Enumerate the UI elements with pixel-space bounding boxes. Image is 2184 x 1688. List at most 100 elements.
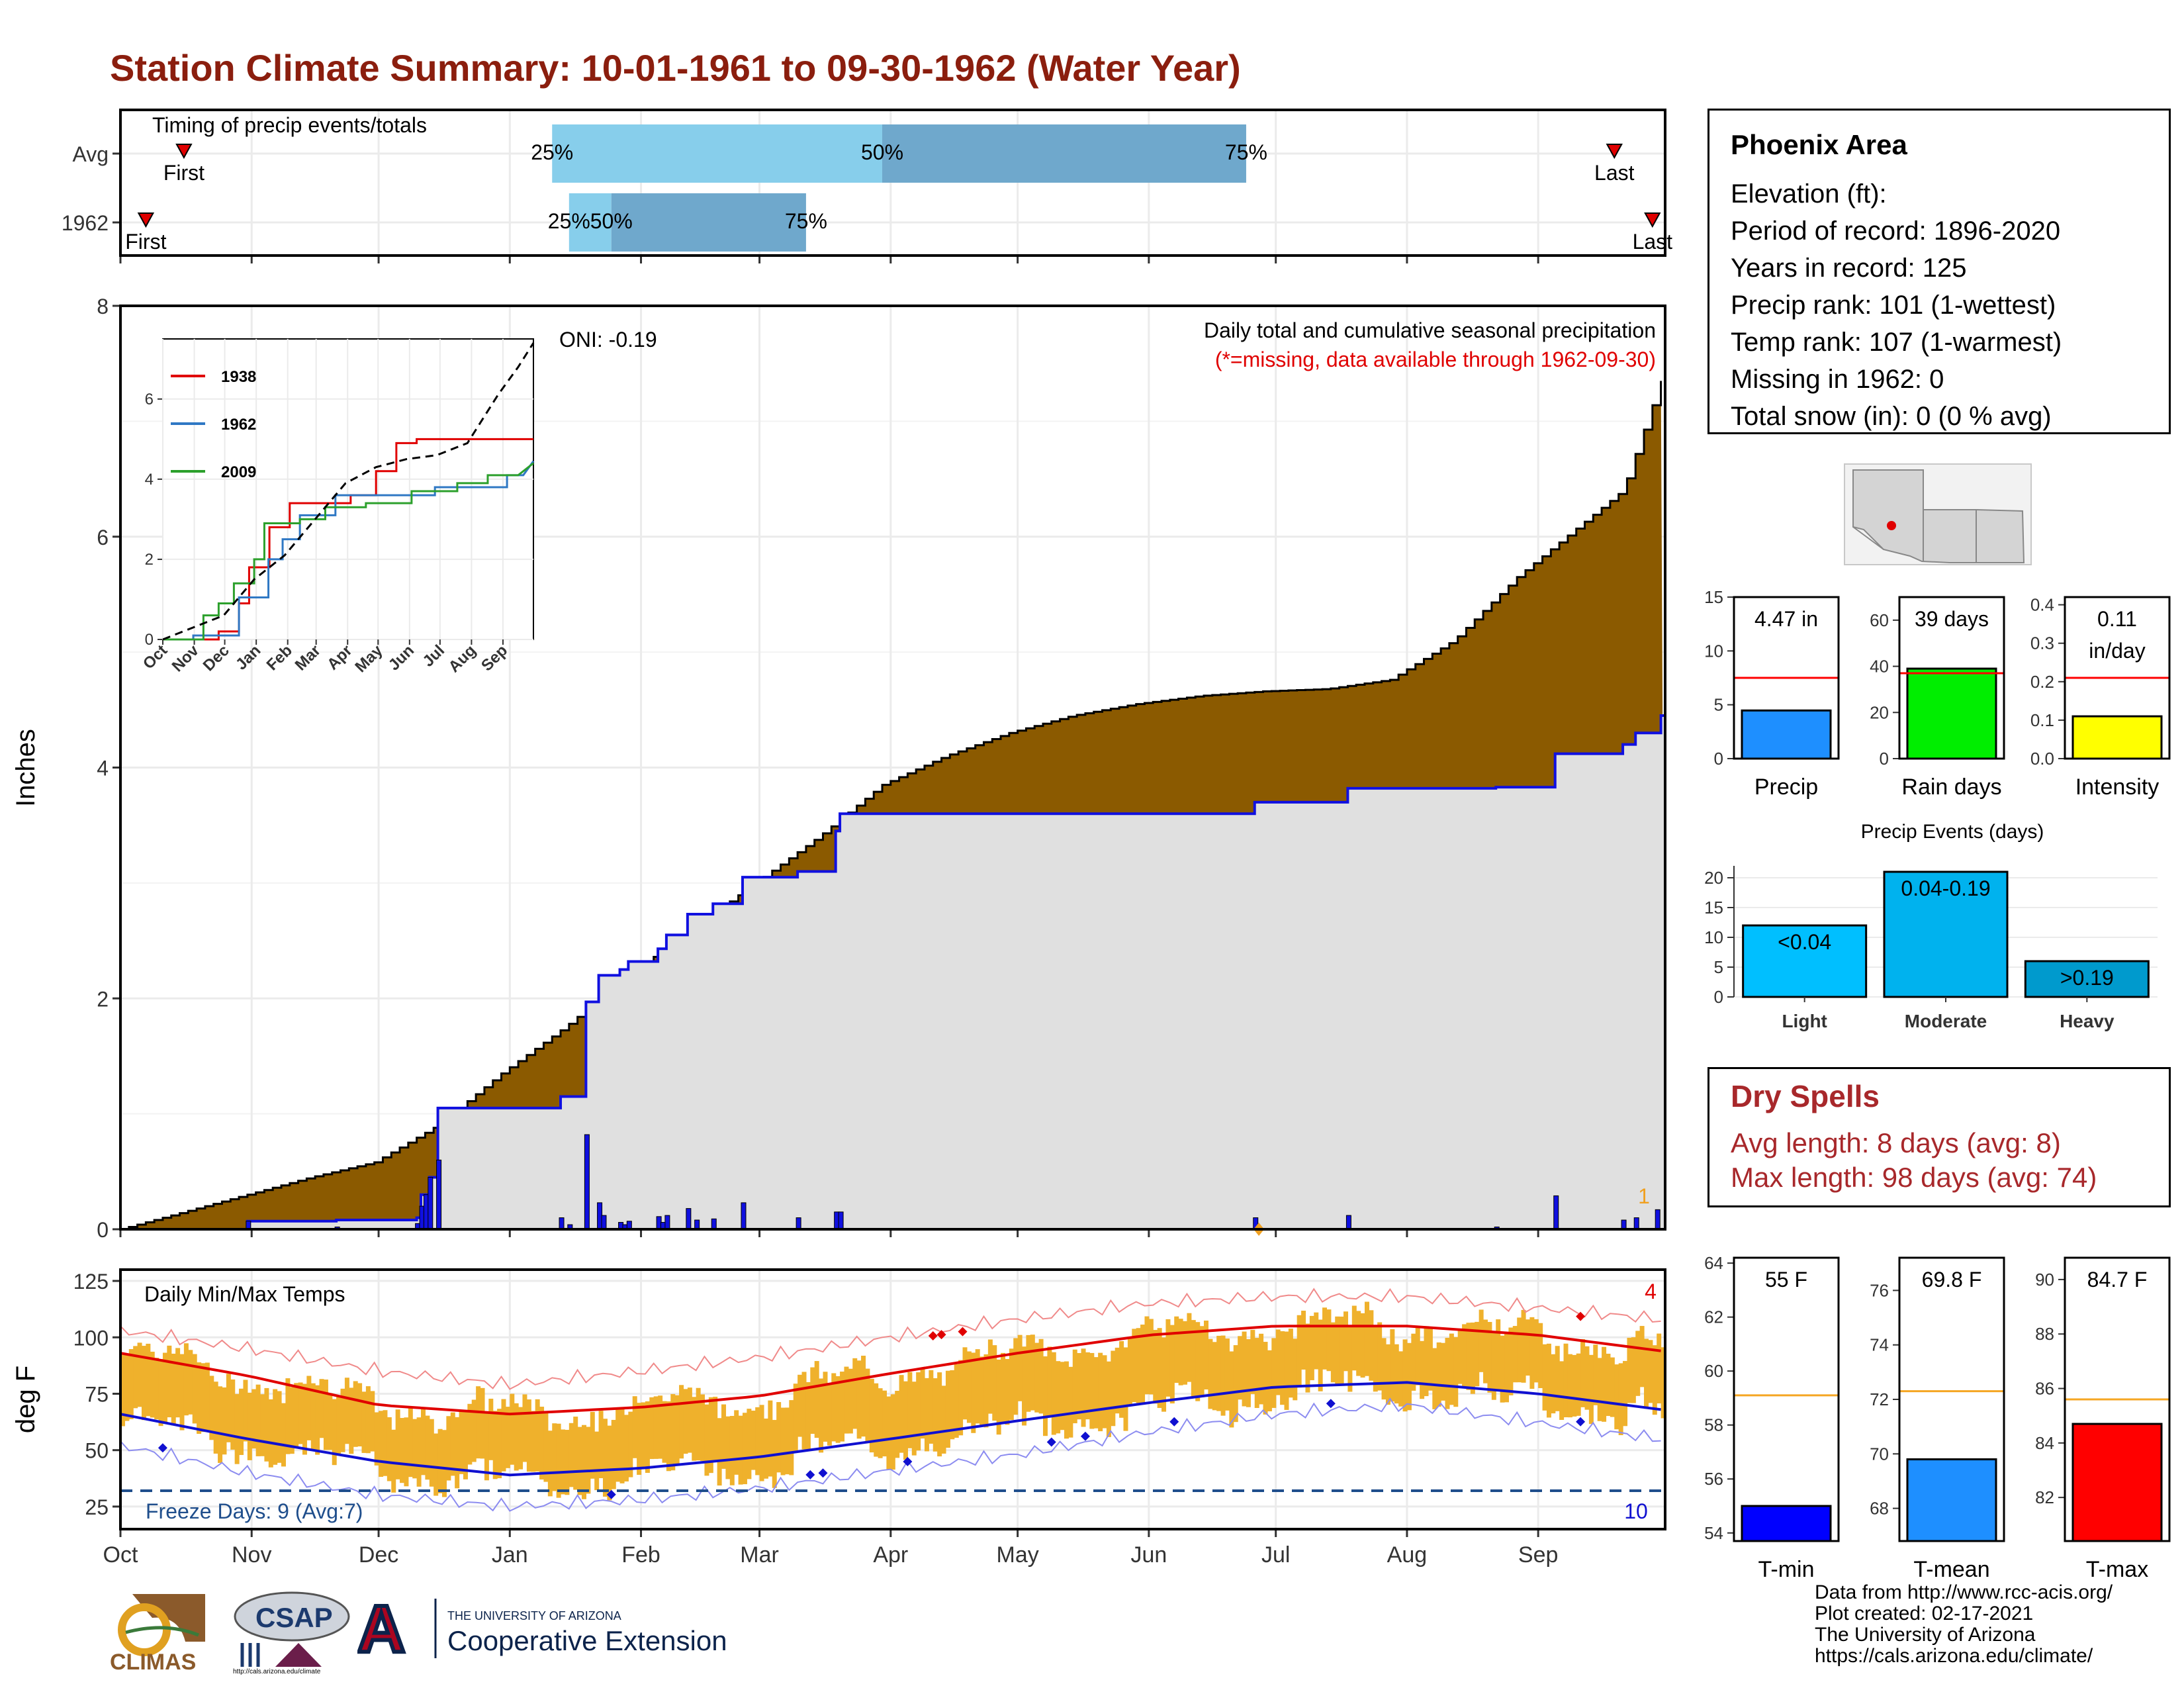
daily-temp-range-bar [387,1417,392,1481]
daily-temp-range-bar [1284,1331,1289,1410]
record-high-marker [1576,1311,1586,1321]
daily-temp-range-bar [725,1416,731,1479]
daily-temp-range-bar [1538,1323,1543,1388]
daily-temp-range-bar [1398,1351,1404,1407]
daily-temp-range-bar [1428,1327,1433,1391]
summary-panel-border [1733,1256,1840,1542]
daily-temp-range-bar [1157,1328,1162,1408]
temp-x-tick-label: Jun [1130,1542,1167,1568]
daily-precip-bar [601,1215,607,1230]
daily-temp-range-bar [658,1395,663,1459]
summary-value-label: 4.47 in [1754,607,1818,631]
daily-temp-range-bar [175,1348,181,1418]
record-low-marker [1046,1437,1056,1447]
daily-temp-range-bar [1034,1342,1040,1413]
daily-temp-range-bar [1449,1333,1454,1405]
csap-url: http://cals.arizona.edu/climate [233,1668,321,1675]
dry-spells-avg: Avg length: 8 days (avg: 8) [1731,1127,2061,1158]
daily-temp-range-bar [1339,1316,1344,1385]
daily-precip-bar [559,1217,565,1230]
summary-y-tick-label: 0.3 [2030,633,2054,653]
daily-temp-range-bar [1351,1305,1357,1371]
ua-block-a: A [357,1592,405,1665]
daily-temp-range-bar [1169,1325,1175,1404]
timing-last-marker [1644,212,1661,228]
daily-temp-range-bar [268,1399,273,1468]
daily-temp-range-bar [856,1360,862,1439]
daily-temp-range-bar [941,1385,946,1454]
summary-y-tick-label: 0.1 [2030,710,2054,730]
daily-temp-range-bar [1238,1336,1243,1400]
daily-temp-range-bar [1220,1335,1226,1416]
daily-temp-range-bar [243,1380,248,1442]
daily-temp-range-bar [1174,1316,1179,1383]
daily-temp-range-bar [577,1427,582,1495]
daily-temp-range-bar [1479,1309,1484,1372]
daily-temp-range-bar [1203,1320,1208,1390]
daily-temp-range-bar [1508,1327,1514,1395]
daily-temp-range-bar [437,1429,443,1493]
temp-summary-charts: 54 56 58 60 62 64 55 F T-min 68 70 72 74 76 69.8 F T-m… [1704,1253,2171,1582]
timing-row-label: Avg [72,142,109,166]
timing-first-marker [175,144,193,160]
precip-y-tick-label: 8 [97,295,109,318]
daily-temp-range-bar [302,1383,307,1455]
daily-temp-range-bar [1280,1331,1285,1405]
daily-temp-range-bar [1001,1352,1006,1424]
daily-temp-range-bar [1330,1322,1336,1383]
daily-temp-range-bar [179,1354,185,1430]
csap-wordmark: CSAP [255,1602,333,1633]
summary-y-tick-label: 54 [1704,1523,1723,1543]
temp-y-tick-label: 100 [73,1326,109,1350]
daily-temp-range-bar [1305,1323,1310,1393]
summary-value-label: 0.11 [2097,607,2137,631]
inset-legend-label: 2009 [221,463,256,481]
daily-temp-range-bar [1060,1362,1065,1430]
daily-temp-range-bar [459,1411,464,1474]
daily-temp-range-bar [281,1403,286,1467]
daily-precip-bar [694,1219,700,1230]
daily-temp-range-bar [713,1397,718,1462]
daily-temp-range-bar [531,1411,536,1472]
daily-temp-range-bar [1576,1353,1581,1416]
daily-temp-range-bar [721,1404,727,1469]
daily-temp-range-bar [1639,1326,1645,1387]
daily-temp-range-bar [1314,1312,1319,1370]
daily-temp-range-bar [514,1403,519,1471]
daily-temp-range-bar [1199,1326,1205,1397]
daily-temp-range-bar [1618,1363,1623,1436]
daily-temp-range-bar [344,1378,349,1444]
daily-temp-range-bar [1293,1338,1298,1401]
daily-temp-range-bar [328,1393,333,1450]
record-low-marker [1080,1431,1090,1441]
daily-temp-range-bar [637,1403,642,1475]
summary-value-bar [2071,715,2163,760]
events-y-tick-label: 15 [1704,898,1723,917]
daily-precip-bar [838,1211,844,1230]
station-info-panel: Phoenix Area Elevation (ft): Period of re… [1707,109,2171,434]
daily-temp-range-bar [421,1408,426,1476]
daily-temp-range-bar [565,1430,570,1495]
climas-logo: CLIMAS [110,1594,205,1675]
station-info-line: Elevation (ft): [1731,179,1887,209]
summary-y-tick-label: 90 [2035,1270,2054,1289]
daily-temp-range-bar [1144,1316,1150,1395]
daily-temp-range-bar [450,1412,455,1476]
daily-temp-range-bar [471,1399,477,1462]
daily-temp-range-bar [128,1349,134,1419]
daily-temp-range-bar [1420,1340,1425,1399]
temp-x-tick-label: Oct [103,1542,138,1568]
daily-temp-range-bar [611,1419,616,1489]
daily-temp-range-bar [1271,1338,1277,1408]
daily-precip-bar [1655,1209,1661,1230]
daily-temp-range-bar [1390,1329,1395,1402]
daily-temp-range-bar [336,1395,341,1456]
daily-temp-range-bar [1212,1342,1217,1411]
inset-legend-label: 1938 [221,368,256,386]
daily-temp-range-bar [1242,1331,1247,1407]
daily-temp-range-bar [1572,1354,1577,1417]
record-low-marker [1169,1417,1179,1427]
daily-temp-range-bar [1140,1324,1146,1403]
summary-value-bar [1741,1505,1832,1542]
daily-temp-range-bar [1038,1338,1044,1414]
